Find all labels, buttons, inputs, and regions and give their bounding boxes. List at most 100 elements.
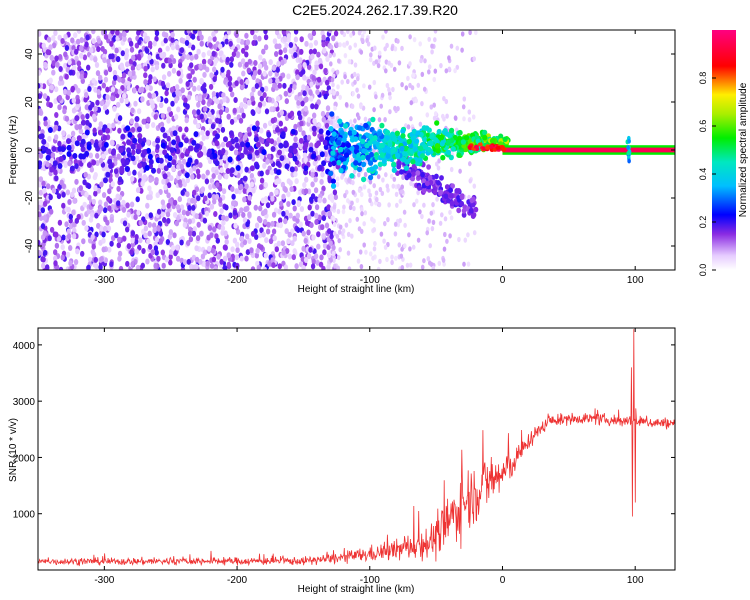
signal-cell: [354, 144, 360, 151]
noise-cell: [98, 264, 103, 270]
noise-cell: [51, 69, 56, 76]
noise-fringe-cell: [447, 66, 452, 72]
noise-cell: [227, 75, 233, 82]
noise-fringe-cell: [455, 45, 460, 51]
noise-cell: [299, 206, 305, 212]
noise-cell: [239, 79, 244, 86]
noise-cell: [263, 44, 269, 51]
noise-cell: [308, 48, 314, 55]
noise-cell: [42, 187, 47, 194]
noise-fringe-cell: [372, 183, 377, 189]
noise-cell: [166, 117, 171, 124]
noise-cell: [190, 68, 195, 75]
noise-cell: [46, 183, 51, 190]
noise-band-cell: [212, 153, 218, 159]
noise-cell: [134, 248, 140, 255]
noise-cell: [280, 240, 286, 247]
noise-cell: [320, 171, 325, 178]
noise-cell: [271, 211, 277, 218]
noise-cell: [202, 63, 207, 70]
noise-cell: [254, 222, 260, 229]
noise-cell: [242, 239, 248, 246]
noise-cell: [54, 112, 59, 118]
noise-cell: [215, 117, 220, 124]
noise-fringe-cell: [330, 197, 335, 203]
noise-band-cell: [239, 152, 245, 159]
noise-cell: [260, 197, 266, 204]
noise-cell: [274, 246, 279, 253]
noise-band-cell: [103, 177, 108, 184]
noise-cell: [209, 72, 214, 79]
noise-fringe-cell: [351, 189, 356, 195]
noise-cell: [90, 101, 95, 108]
noise-cell: [122, 31, 127, 38]
noise-fringe-cell: [445, 238, 449, 244]
noise-cell: [306, 229, 311, 236]
noise-fringe-cell: [409, 116, 413, 122]
tail-cell: [443, 193, 449, 199]
noise-cell: [176, 70, 181, 77]
noise-fringe-cell: [368, 197, 372, 203]
noise-cell: [322, 242, 328, 249]
noise-band-cell: [318, 128, 324, 135]
noise-fringe-cell: [385, 256, 389, 263]
noise-fringe-cell: [337, 238, 342, 244]
noise-band-cell: [290, 128, 296, 135]
noise-fringe-cell: [385, 82, 390, 89]
noise-cell: [139, 167, 144, 174]
noise-cell: [235, 247, 240, 254]
noise-cell: [269, 169, 275, 176]
noise-cell: [103, 33, 109, 40]
noise-band-cell: [223, 136, 228, 143]
noise-cell: [125, 226, 130, 233]
noise-fringe-cell: [444, 98, 449, 105]
noise-cell: [170, 31, 175, 38]
noise-cell: [261, 100, 267, 107]
noise-fringe-cell: [333, 105, 337, 111]
signal-cell: [456, 152, 462, 158]
noise-cell: [326, 263, 331, 270]
noise-cell: [204, 178, 210, 185]
noise-cell: [222, 96, 227, 103]
noise-cell: [161, 74, 167, 81]
noise-band-cell: [228, 130, 234, 137]
noise-fringe-cell: [453, 68, 457, 74]
noise-cell: [278, 49, 283, 56]
noise-fringe-cell: [363, 171, 368, 178]
signal-cell: [415, 130, 421, 136]
noise-fringe-cell: [472, 230, 477, 236]
noise-band-cell: [292, 155, 298, 162]
noise-cell: [259, 127, 264, 134]
noise-fringe-cell: [387, 91, 392, 97]
colorbar-ticks: 0.00.20.40.60.8: [698, 72, 716, 276]
noise-cell: [314, 219, 319, 225]
signal-cell: [351, 129, 357, 136]
tail-cell: [470, 213, 476, 219]
noise-cell: [179, 163, 185, 170]
noise-cell: [251, 86, 256, 93]
noise-fringe-cell: [393, 231, 398, 237]
noise-cell: [228, 212, 233, 219]
signal-cell: [445, 149, 451, 156]
noise-cell: [202, 71, 207, 78]
noise-cell: [208, 118, 213, 125]
noise-cell: [166, 202, 171, 209]
noise-fringe-cell: [416, 82, 421, 88]
noise-band-cell: [74, 140, 80, 147]
noise-fringe-cell: [440, 212, 444, 218]
noise-cell: [147, 230, 152, 237]
noise-cell: [293, 123, 298, 130]
noise-cell: [168, 259, 173, 266]
noise-cell: [127, 70, 132, 77]
signal-cell: [438, 134, 445, 141]
noise-cell: [166, 217, 171, 224]
noise-cell: [103, 216, 108, 223]
noise-cell: [177, 170, 182, 177]
noise-cell: [221, 54, 226, 61]
signal-cell: [360, 154, 366, 161]
noise-cell: [259, 170, 264, 177]
noise-cell: [311, 30, 317, 37]
noise-band-cell: [187, 157, 193, 164]
noise-cell: [317, 57, 323, 64]
noise-cell: [130, 65, 136, 72]
